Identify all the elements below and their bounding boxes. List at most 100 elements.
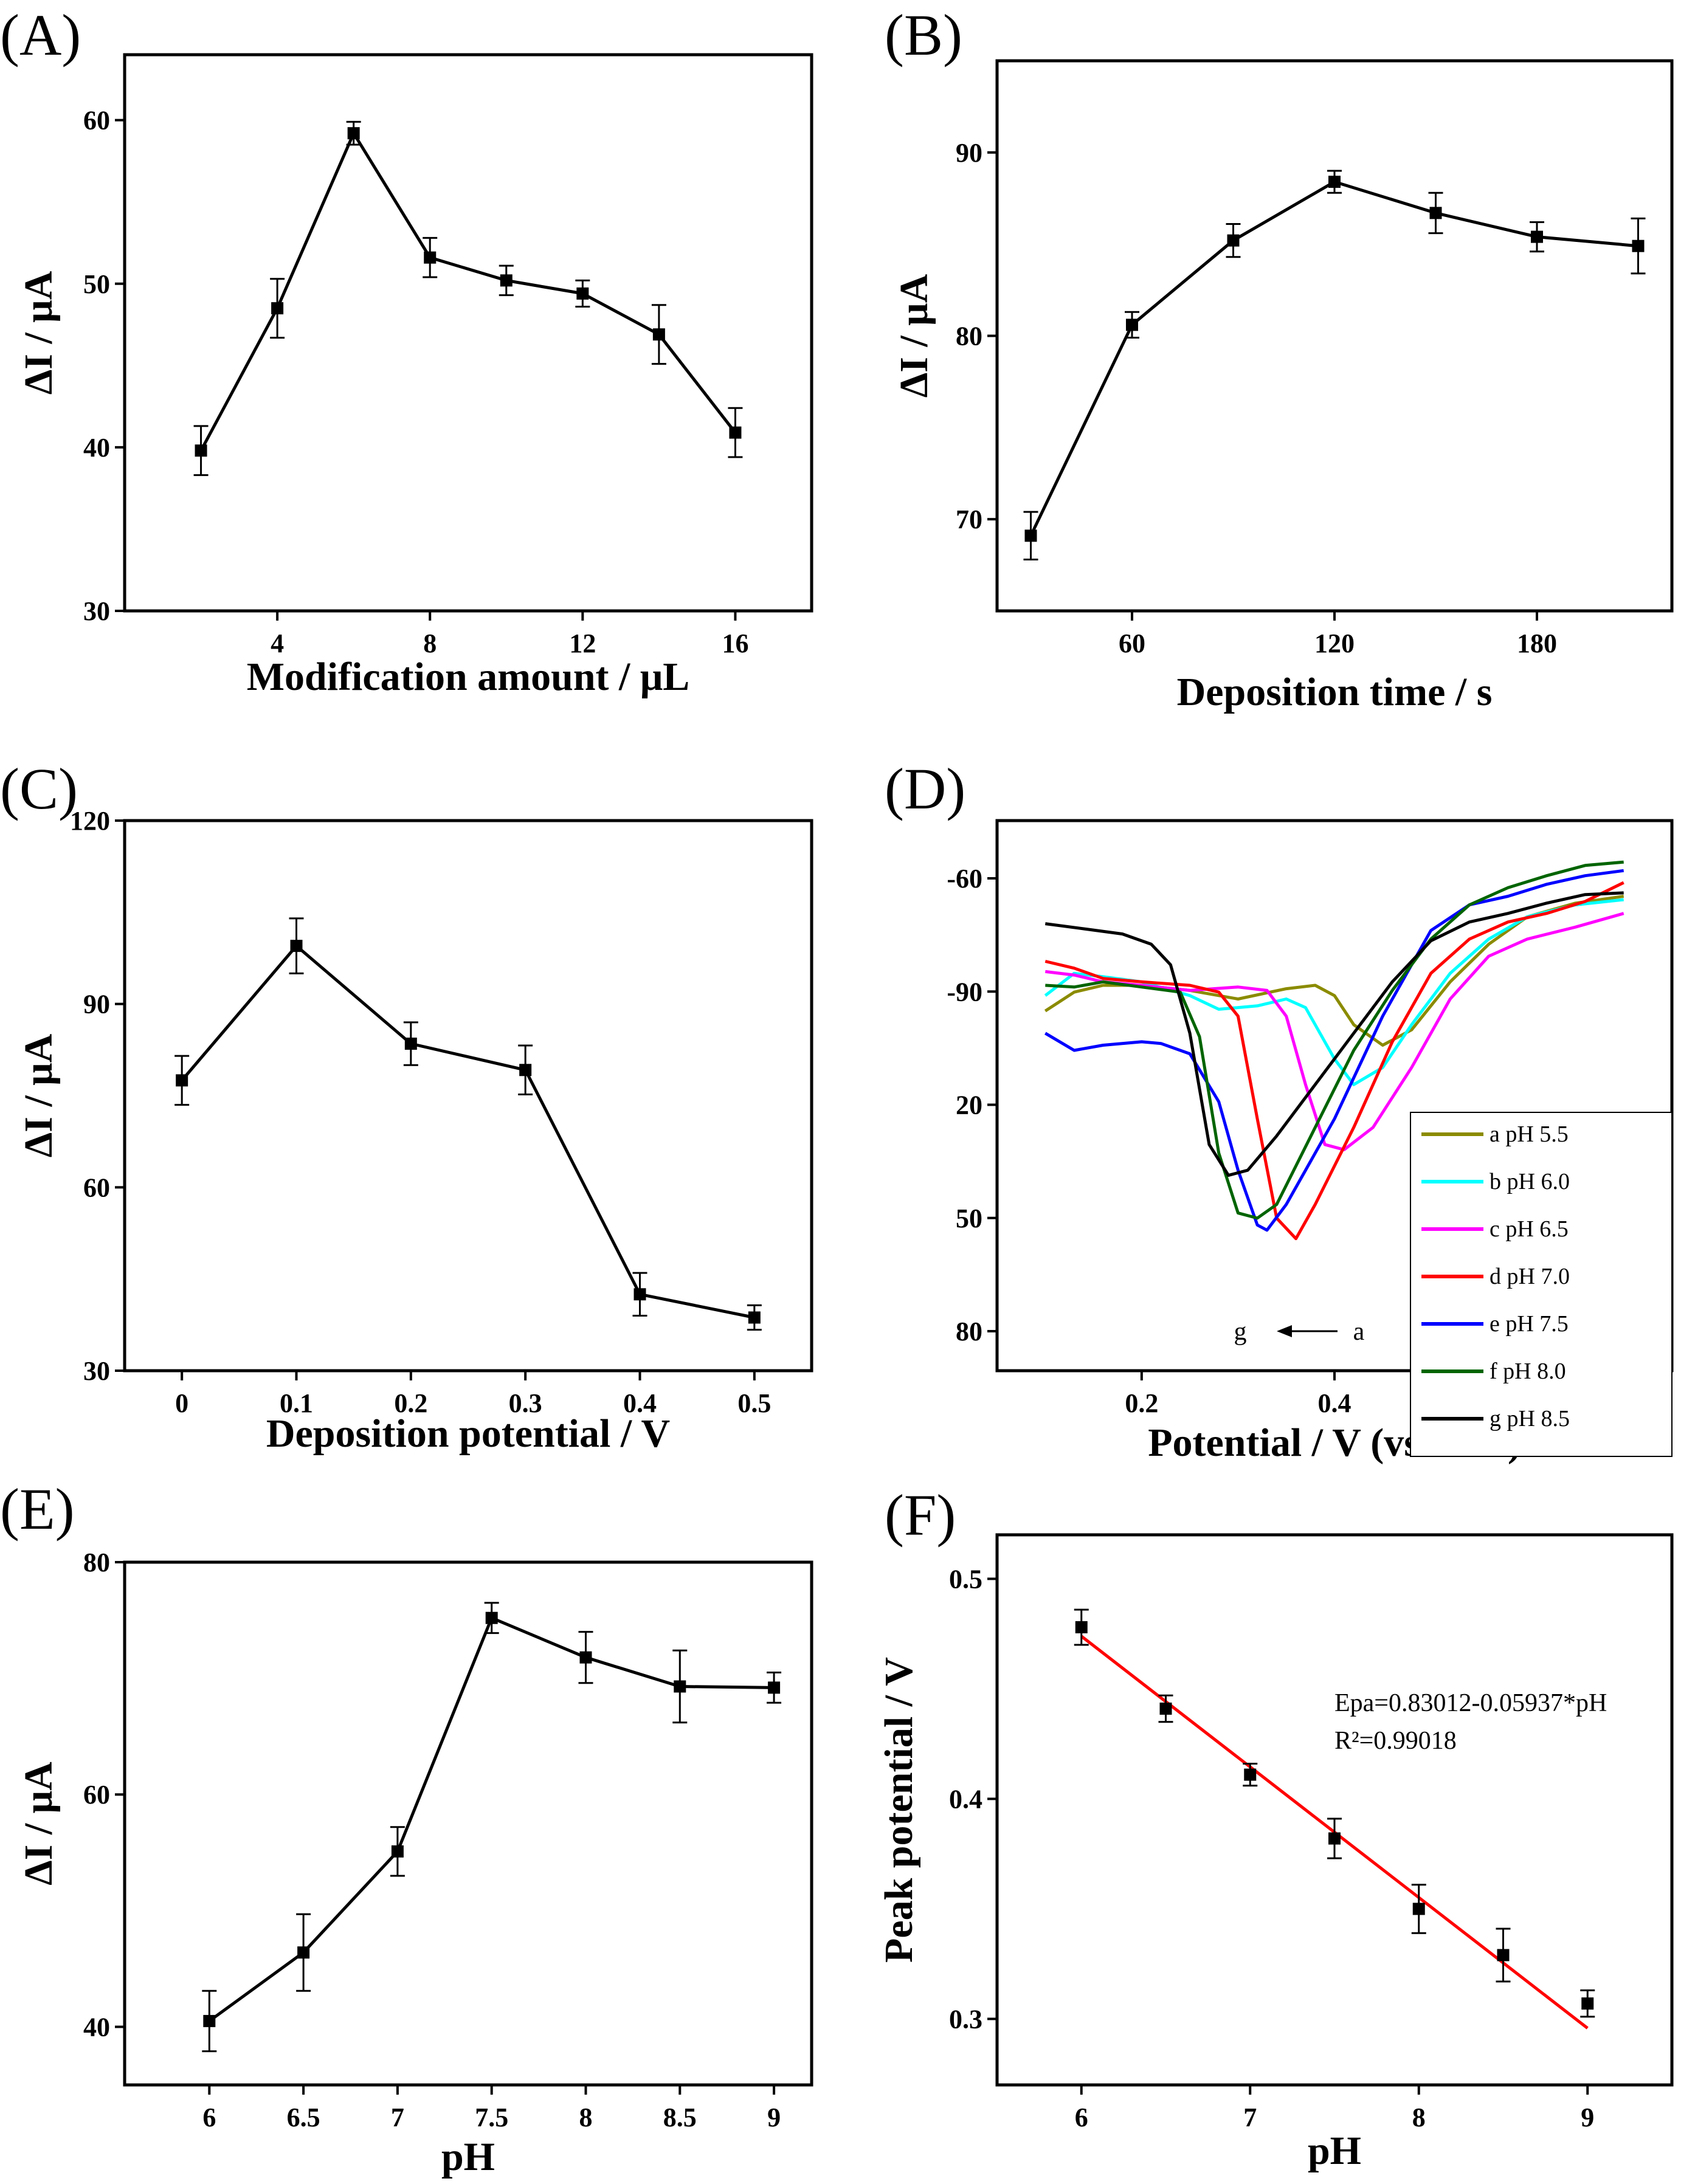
data-point xyxy=(674,1680,686,1693)
x-tick-label: 9 xyxy=(1581,2103,1594,2132)
data-point xyxy=(203,2014,216,2027)
legend-entry: b pH 6.0 xyxy=(1490,1169,1570,1194)
panel-label: (F) xyxy=(885,1483,956,1548)
data-point xyxy=(1159,1702,1172,1715)
x-tick-label: 0 xyxy=(175,1388,188,1418)
x-tick-label: 7 xyxy=(1243,2103,1257,2132)
x-tick-label: 60 xyxy=(1119,629,1145,658)
y-tick-label: -60 xyxy=(947,864,982,894)
y-tick-label: 40 xyxy=(83,433,110,463)
x-tick-label: 8 xyxy=(1412,2103,1426,2132)
y-axis-title: ΔI / μA xyxy=(16,1762,61,1886)
x-tick-label: 8 xyxy=(579,2103,592,2132)
x-tick-label: 8.5 xyxy=(663,2103,697,2132)
axes-frame xyxy=(123,819,813,1373)
data-point xyxy=(1581,1997,1594,2010)
x-axis-title: Deposition time / s xyxy=(1177,670,1493,714)
data-point xyxy=(768,1681,781,1694)
legend: a pH 5.5 b pH 6.0 c pH 6.5 d pH 7.0 e pH 7.5… xyxy=(1410,1112,1673,1457)
y-tick-label: 80 xyxy=(83,1548,110,1577)
axes-frame xyxy=(123,53,813,613)
panel-b: (B) 60 120 180 70 80 90 Deposition time / s ΔI /… xyxy=(885,2,1674,714)
y-tick-label: 70 xyxy=(956,505,982,534)
x-axis-title: Deposition potential / V xyxy=(266,1411,670,1456)
y-tick-label: 60 xyxy=(83,106,110,136)
data-point xyxy=(485,1611,498,1624)
y-axis-title: ΔI / μA xyxy=(16,270,61,394)
y-tick-label: 30 xyxy=(83,596,110,626)
data-point xyxy=(729,426,742,439)
panel-label: (C) xyxy=(0,756,78,821)
y-tick-label: 50 xyxy=(83,269,110,299)
data-point xyxy=(1126,319,1138,331)
panel-f: (F) 6 7 8 9 0.3 0.4 0.5 pH Peak potential / V Epa=… xyxy=(877,1483,1674,2173)
x-tick-label: 0.4 xyxy=(623,1388,657,1418)
data-point xyxy=(652,328,665,341)
data-point xyxy=(579,1651,592,1664)
y-tick-label: 0.5 xyxy=(949,1564,982,1594)
x-tick-label: 9 xyxy=(767,2103,781,2132)
data-point xyxy=(1244,1768,1257,1781)
x-axis-title: pH xyxy=(441,2135,495,2179)
data-point xyxy=(1328,1832,1341,1845)
y-tick-label: 80 xyxy=(956,322,982,351)
x-axis-title: pH xyxy=(1308,2129,1361,2173)
x-tick-label: 6.5 xyxy=(287,2103,320,2132)
x-tick-label: 0.3 xyxy=(509,1388,542,1418)
axes-frame xyxy=(123,1560,813,2087)
equation-annotation: Epa=0.83012-0.05937*pH xyxy=(1334,1689,1607,1717)
x-tick-label: 6 xyxy=(202,2103,216,2132)
y-axis-title: ΔI / μA xyxy=(16,1033,61,1157)
series-line-d xyxy=(1044,881,1624,1241)
legend-entry: g pH 8.5 xyxy=(1490,1406,1570,1431)
x-axis-title: Modification amount / μL xyxy=(247,655,690,699)
data-point xyxy=(271,302,284,315)
data-point xyxy=(297,1946,310,1959)
data-point xyxy=(576,287,589,300)
series-line xyxy=(1029,180,1638,537)
legend-entry: d pH 7.0 xyxy=(1490,1264,1570,1289)
x-tick-label: 4 xyxy=(271,629,284,658)
panel-label: (B) xyxy=(885,2,962,67)
y-tick-label: 60 xyxy=(83,1780,110,1810)
y-tick-label: 30 xyxy=(83,1356,110,1386)
x-tick-label: 0.2 xyxy=(394,1388,427,1418)
data-point xyxy=(748,1311,761,1324)
data-point xyxy=(500,274,513,287)
y-axis-title: Peak potential / V xyxy=(877,1657,921,1963)
x-tick-label: 180 xyxy=(1517,629,1557,658)
y-tick-label: 50 xyxy=(956,1204,982,1233)
panel-label: (D) xyxy=(885,756,965,821)
data-point xyxy=(347,127,360,140)
series-line-g xyxy=(1044,891,1624,1177)
x-tick-label: 8 xyxy=(423,629,437,658)
y-axis-title: ΔI / μA xyxy=(892,274,936,398)
data-point xyxy=(519,1064,532,1076)
arrow-head xyxy=(1277,1325,1292,1337)
y-tick-label: 60 xyxy=(83,1173,110,1202)
y-tick-label: 90 xyxy=(956,138,982,168)
series-line-a xyxy=(1044,895,1624,1047)
series-line xyxy=(199,131,737,452)
data-point xyxy=(1328,176,1341,188)
data-point xyxy=(391,1845,404,1858)
arrow-label-start: a xyxy=(1353,1318,1365,1346)
data-point xyxy=(1429,207,1442,219)
arrow-label-end: g xyxy=(1234,1318,1247,1346)
y-tick-label: 40 xyxy=(83,2012,110,2042)
data-point xyxy=(1227,234,1240,247)
x-tick-label: 12 xyxy=(569,629,596,658)
y-tick-label: 20 xyxy=(956,1090,982,1120)
panel-a: (A) 4 8 12 16 30 40 50 60 Modification amount / μ… xyxy=(0,2,813,699)
y-tick-label: 80 xyxy=(956,1317,982,1346)
data-point xyxy=(195,444,207,457)
x-tick-label: 0.5 xyxy=(737,1388,771,1418)
y-tick-label: -90 xyxy=(947,977,982,1007)
x-tick-label: 0.4 xyxy=(1318,1388,1352,1418)
data-point xyxy=(1024,529,1037,542)
data-point xyxy=(1632,239,1645,252)
axes-frame xyxy=(995,1533,1674,2087)
axes-frame xyxy=(995,59,1674,613)
